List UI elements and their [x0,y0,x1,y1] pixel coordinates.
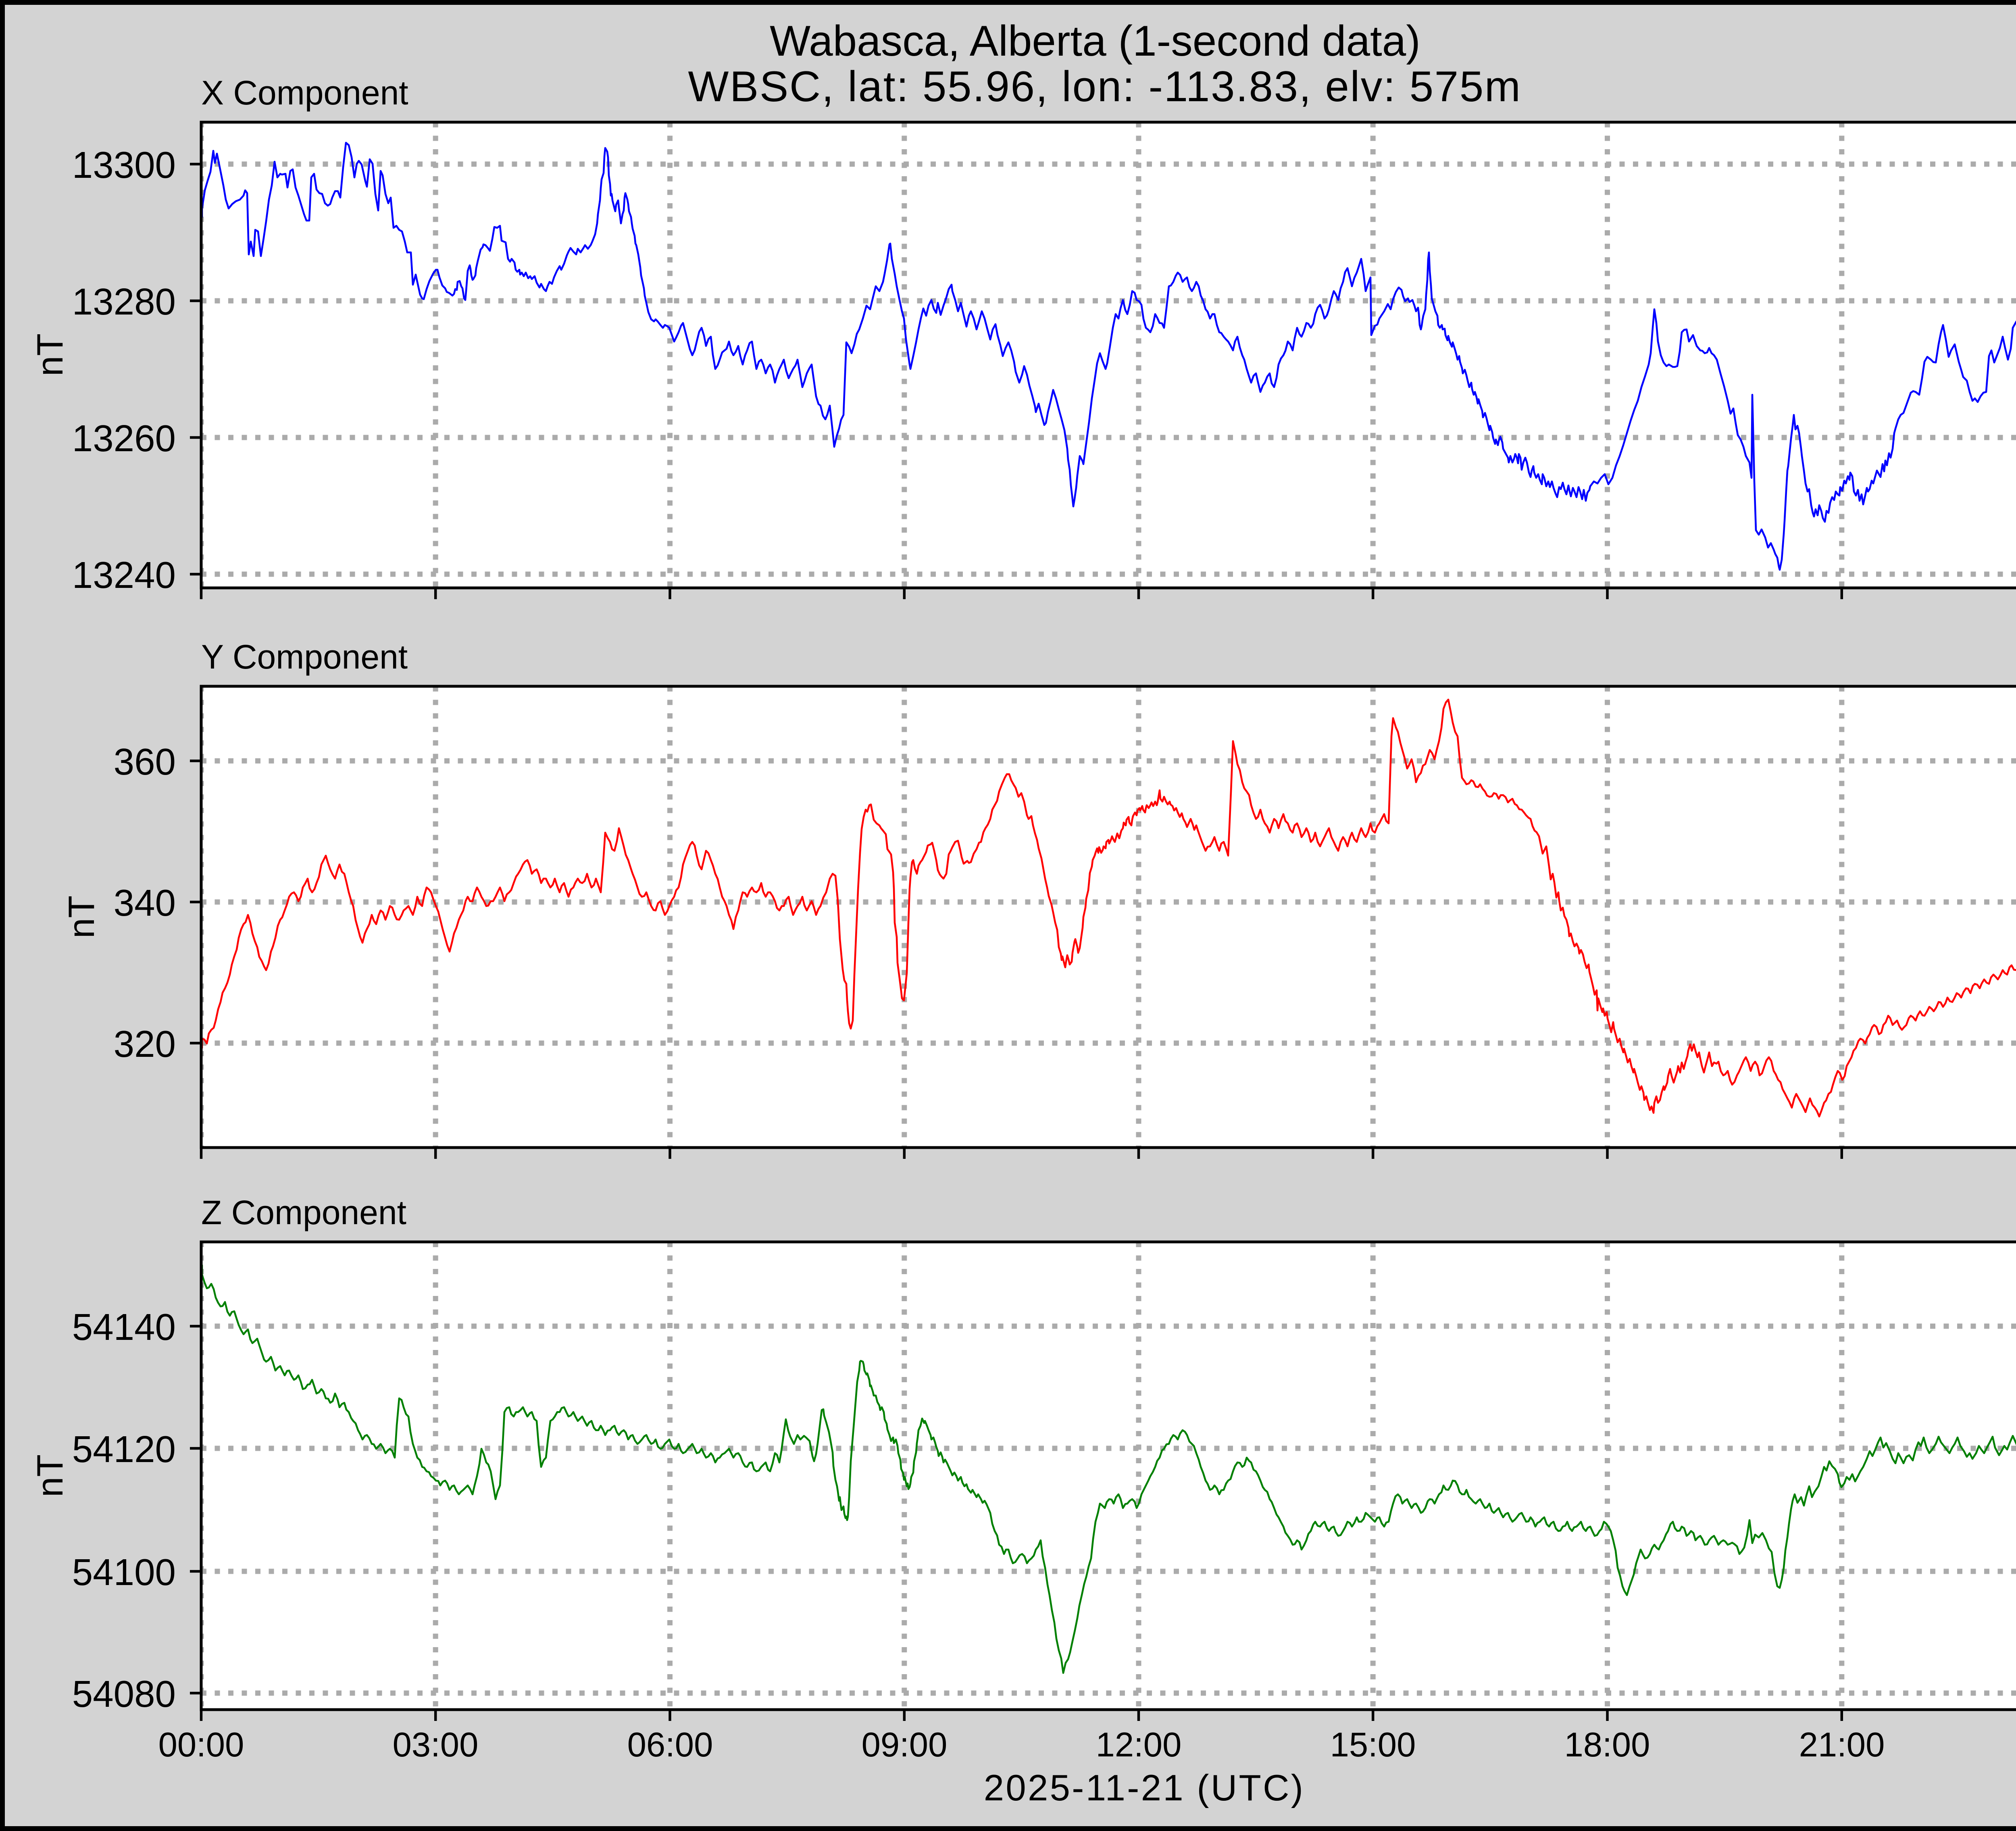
svg-text:54100: 54100 [72,1551,176,1593]
svg-text:nT: nT [30,333,71,376]
svg-text:18:00: 18:00 [1564,1726,1650,1764]
svg-text:00:00: 00:00 [158,1726,244,1764]
svg-text:Wabasca, Alberta (1-second dat: Wabasca, Alberta (1-second data) [770,17,1420,65]
svg-text:Y Component: Y Component [201,638,408,676]
svg-text:06:00: 06:00 [627,1726,713,1764]
svg-text:13240: 13240 [72,554,176,596]
svg-text:nT: nT [30,1454,71,1497]
svg-text:nT: nT [61,896,102,938]
svg-text:X Component: X Component [201,74,408,112]
svg-text:13260: 13260 [72,417,176,459]
svg-text:54080: 54080 [72,1673,176,1715]
svg-text:09:00: 09:00 [862,1726,948,1764]
svg-text:54120: 54120 [72,1428,176,1470]
svg-text:Z Component: Z Component [201,1194,406,1231]
svg-text:WBSC, lat: 55.96, lon: -113.83: WBSC, lat: 55.96, lon: -113.83, elv: 575… [688,62,1521,110]
svg-text:12:00: 12:00 [1096,1726,1182,1764]
svg-text:21:00: 21:00 [1799,1726,1885,1764]
svg-text:54140: 54140 [72,1306,176,1348]
svg-text:03:00: 03:00 [393,1726,479,1764]
svg-text:13280: 13280 [72,281,176,323]
svg-text:320: 320 [114,1023,176,1065]
svg-text:2025-11-21 (UTC): 2025-11-21 (UTC) [984,1768,1305,1808]
svg-text:15:00: 15:00 [1330,1726,1416,1764]
svg-text:360: 360 [114,741,176,783]
svg-text:340: 340 [114,882,176,924]
svg-text:13300: 13300 [72,144,176,186]
